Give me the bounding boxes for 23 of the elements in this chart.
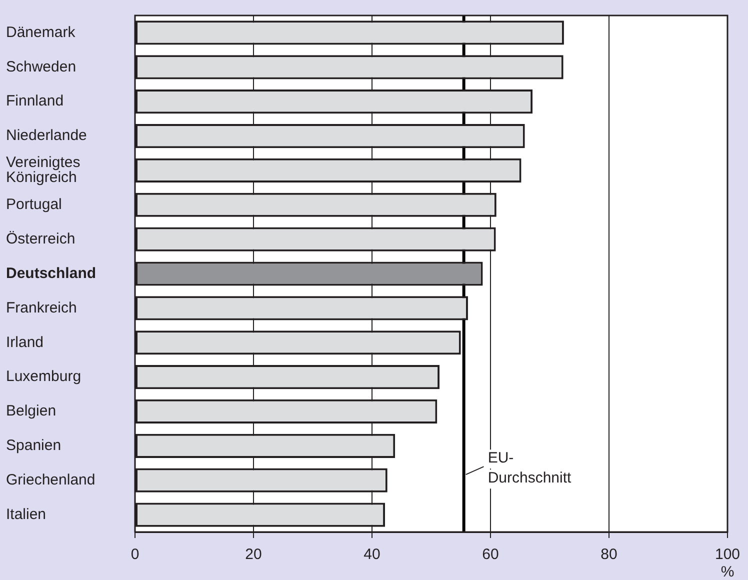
y-tick-label: Vereinigtes Königreich bbox=[6, 154, 80, 186]
y-tick-label: Luxemburg bbox=[6, 368, 82, 386]
y-tick-label: Deutschland bbox=[6, 264, 96, 282]
x-axis-title: % bbox=[720, 564, 734, 580]
y-tick-label: Frankreich bbox=[6, 299, 77, 316]
y-tick-label: Belgien bbox=[6, 402, 56, 420]
y-tick-label: Finnland bbox=[6, 92, 64, 110]
y-tick-label: Schweden bbox=[6, 58, 76, 76]
y-tick-label: Niederlande bbox=[6, 127, 87, 144]
x-tick-label: 80 bbox=[600, 546, 618, 564]
x-tick-label: 0 bbox=[130, 546, 140, 564]
y-tick-label: Italien bbox=[6, 506, 46, 523]
x-tick-label: 60 bbox=[482, 546, 499, 564]
y-tick-label: Österreich bbox=[6, 230, 76, 248]
ref-line-label: EU-Durchschnitt bbox=[488, 450, 572, 487]
y-tick-label: Griechenland bbox=[6, 471, 96, 488]
x-tick-label: 20 bbox=[245, 546, 262, 564]
x-tick-label: 40 bbox=[364, 546, 380, 564]
y-tick-label: Dänemark bbox=[6, 24, 76, 41]
y-tick-label: Irland bbox=[6, 334, 44, 351]
x-tick-label: 100 bbox=[714, 546, 740, 564]
y-tick-label: Portugal bbox=[6, 196, 62, 214]
y-tick-label: Spanien bbox=[6, 437, 62, 454]
